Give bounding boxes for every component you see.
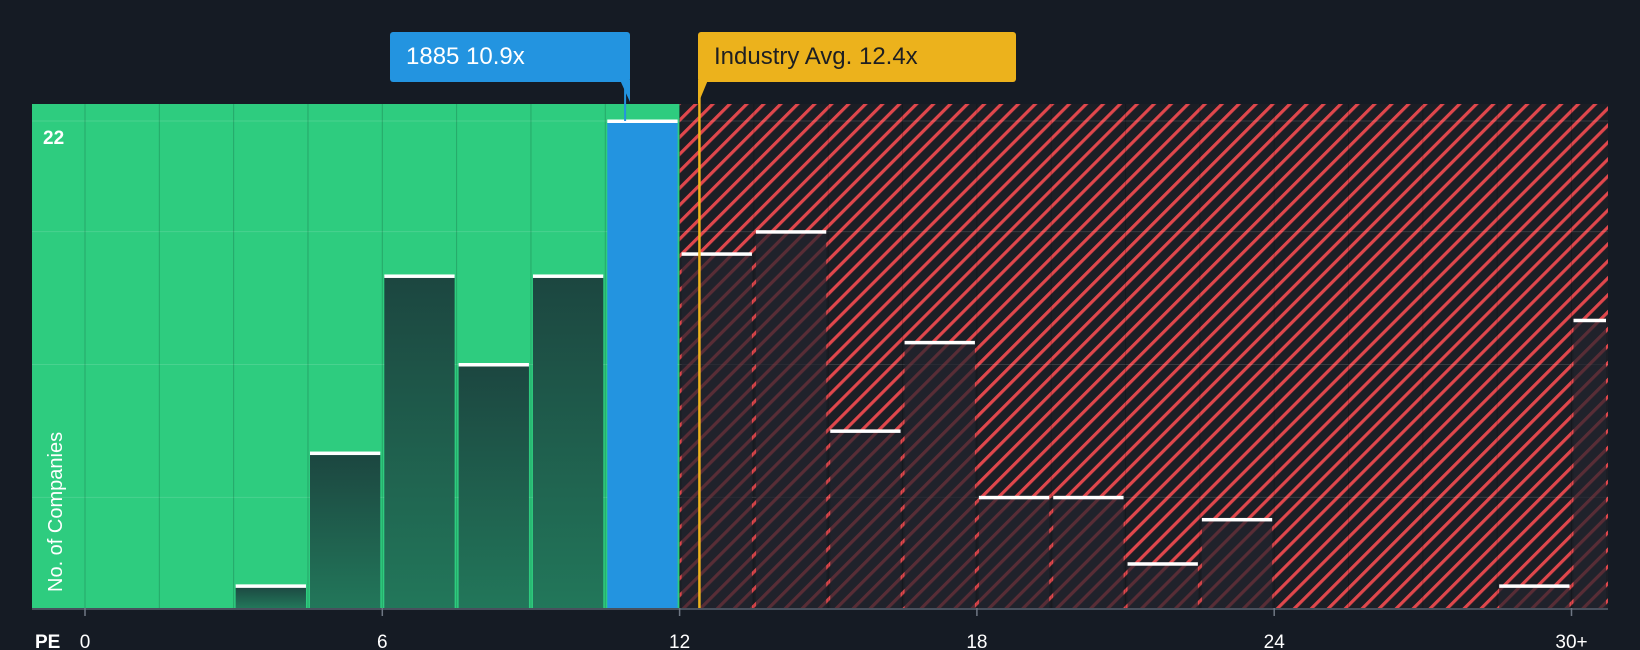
bar-cap: [384, 274, 455, 278]
histogram-bar: [309, 453, 381, 608]
bar-cap: [607, 119, 678, 123]
histogram-bar: [681, 253, 752, 608]
bar-cap: [1201, 517, 1273, 522]
histogram-bar: [1573, 320, 1606, 608]
bar-cap: [1573, 318, 1606, 323]
histogram-bar: [458, 364, 529, 608]
histogram-bar: [830, 430, 901, 608]
bar-cap: [1053, 495, 1124, 500]
histogram-bar: [904, 342, 975, 608]
company-pe-callout: 1885 10.9x: [390, 32, 630, 82]
bar-cap: [1499, 584, 1570, 588]
y-axis-label: No. of Companies: [45, 432, 67, 592]
histogram-bar: [235, 585, 306, 608]
histogram-bar: [1053, 497, 1124, 608]
histogram-bar: [1127, 563, 1198, 608]
histogram-bar: [1499, 585, 1570, 608]
bar-cap: [532, 274, 604, 278]
bar-cap: [830, 429, 901, 433]
histogram-bar: [532, 275, 604, 608]
bar-cap: [904, 340, 975, 345]
histogram-bar: [755, 231, 827, 608]
x-tick-label: 30+: [1555, 632, 1587, 650]
histogram-bar: [1201, 519, 1273, 608]
histogram-bar: [384, 275, 455, 608]
histogram-bar: [978, 497, 1050, 608]
x-tick-label: 0: [80, 632, 91, 650]
bar-cap: [458, 363, 529, 367]
y-tick-label: 22: [43, 128, 64, 149]
bar-cap: [755, 230, 827, 234]
bar-cap: [978, 495, 1050, 500]
bar-cap: [681, 252, 752, 256]
x-tick-label: 6: [377, 632, 388, 650]
company-callout-pointer: [620, 80, 630, 102]
x-tick-label: 12: [669, 632, 690, 650]
bar-cap: [235, 584, 306, 588]
x-tick-label: 18: [966, 632, 987, 650]
industry-callout-pointer: [698, 80, 708, 104]
x-axis-label: PE: [35, 632, 60, 650]
industry-avg-callout: Industry Avg. 12.4x: [698, 32, 1016, 82]
histogram-bar: [607, 121, 678, 608]
x-tick-label: 24: [1264, 632, 1286, 650]
bar-cap: [1127, 562, 1198, 566]
bar-cap: [309, 451, 381, 456]
